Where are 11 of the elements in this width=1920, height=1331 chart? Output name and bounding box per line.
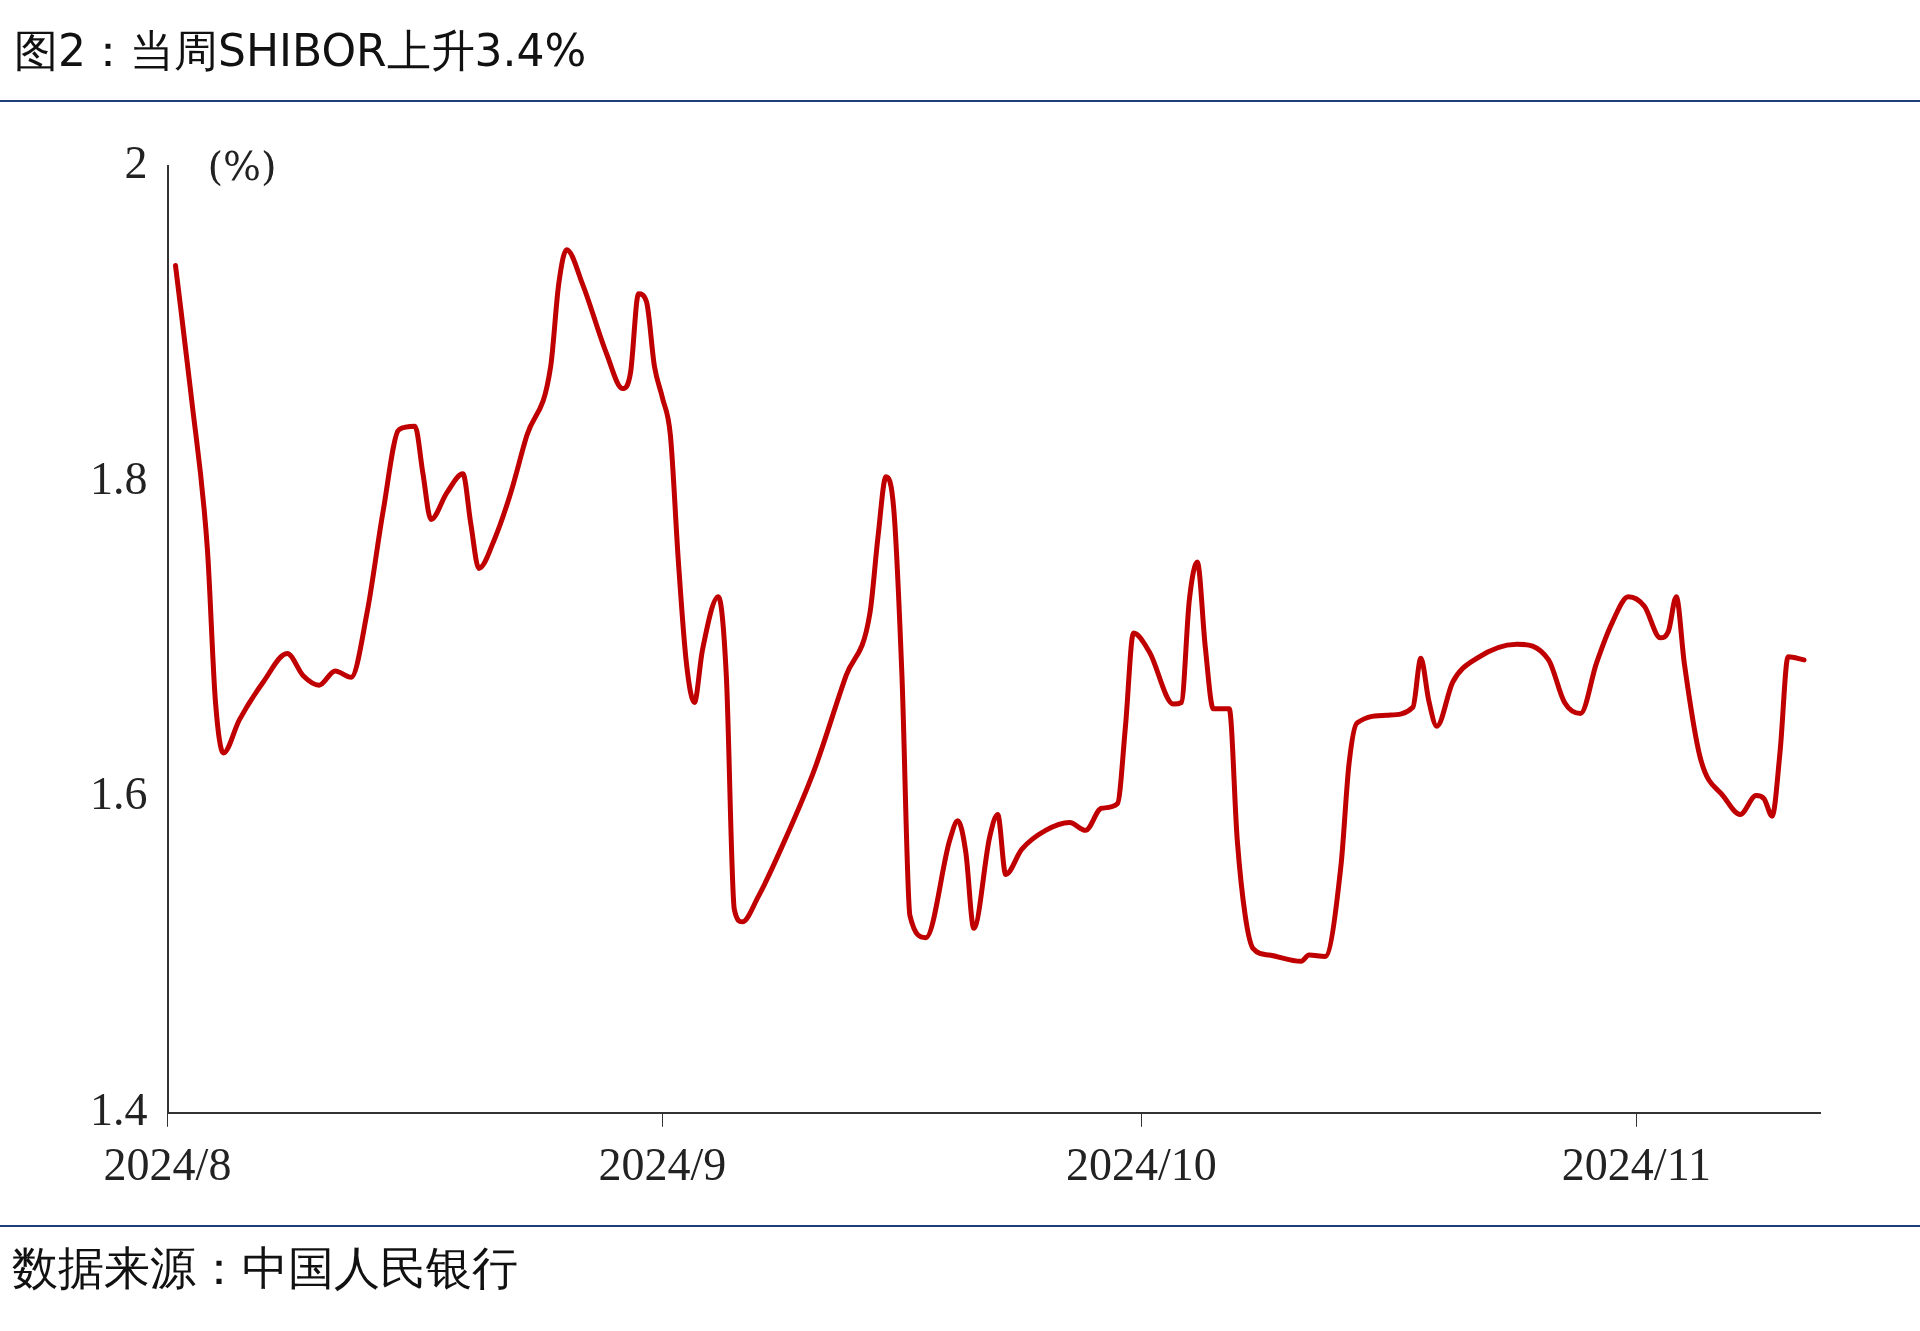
y-tick-label: 1.4: [90, 1083, 148, 1135]
x-tick-label: 2024/8: [103, 1139, 232, 1191]
x-tick-label: 2024/10: [1066, 1139, 1217, 1191]
y-tick-label: 1.8: [90, 452, 148, 504]
x-tick-label: 2024/9: [598, 1139, 727, 1191]
x-tick-label: 2024/11: [1561, 1139, 1711, 1191]
chart-title: 图2：当周SHIBOR上升3.4%: [14, 24, 587, 78]
source-note: 数据来源：中国人民银行: [12, 1240, 518, 1297]
y-tick-label: 2: [124, 137, 148, 189]
y-tick-label: 1.6: [90, 768, 148, 820]
y-axis-title: (%): [207, 143, 277, 190]
